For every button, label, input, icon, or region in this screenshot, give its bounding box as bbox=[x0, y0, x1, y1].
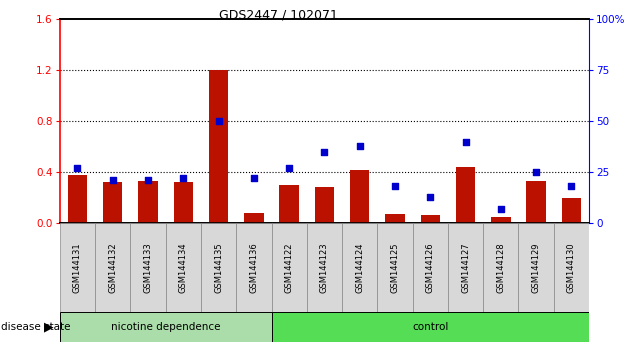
Bar bbox=[377, 223, 413, 312]
Text: GSM144136: GSM144136 bbox=[249, 242, 258, 293]
Point bbox=[390, 184, 400, 189]
Text: GSM144124: GSM144124 bbox=[355, 242, 364, 292]
Text: GSM144127: GSM144127 bbox=[461, 242, 470, 293]
Point bbox=[531, 169, 541, 175]
Bar bbox=[386, 214, 404, 223]
Bar bbox=[174, 182, 193, 223]
Text: GSM144126: GSM144126 bbox=[426, 242, 435, 293]
Point bbox=[355, 143, 365, 149]
Bar bbox=[280, 185, 299, 223]
Bar bbox=[350, 170, 369, 223]
Text: nicotine dependence: nicotine dependence bbox=[111, 321, 220, 332]
Bar bbox=[448, 223, 483, 312]
Text: GSM144134: GSM144134 bbox=[179, 242, 188, 293]
Text: GSM144128: GSM144128 bbox=[496, 242, 505, 293]
Bar bbox=[272, 312, 589, 342]
Bar bbox=[139, 181, 158, 223]
Bar bbox=[491, 217, 510, 223]
Text: GSM144135: GSM144135 bbox=[214, 242, 223, 293]
Point bbox=[249, 176, 259, 181]
Bar bbox=[307, 223, 342, 312]
Text: disease state: disease state bbox=[1, 321, 71, 332]
Point bbox=[319, 149, 329, 155]
Point bbox=[214, 118, 224, 124]
Point bbox=[108, 177, 118, 183]
Bar bbox=[342, 223, 377, 312]
Text: GSM144123: GSM144123 bbox=[320, 242, 329, 293]
Bar bbox=[518, 223, 554, 312]
Text: GSM144125: GSM144125 bbox=[391, 242, 399, 292]
Bar bbox=[201, 223, 236, 312]
Point bbox=[143, 177, 153, 183]
Bar bbox=[483, 223, 518, 312]
Point bbox=[566, 184, 576, 189]
Bar bbox=[166, 223, 201, 312]
Text: GDS2447 / 102071: GDS2447 / 102071 bbox=[219, 9, 338, 22]
Bar bbox=[103, 182, 122, 223]
Bar bbox=[315, 187, 334, 223]
Text: ▶: ▶ bbox=[44, 320, 54, 333]
Bar bbox=[421, 215, 440, 223]
Bar bbox=[527, 181, 546, 223]
Bar bbox=[272, 223, 307, 312]
Bar bbox=[209, 70, 228, 223]
Point bbox=[72, 165, 83, 171]
Bar bbox=[554, 223, 589, 312]
Text: GSM144130: GSM144130 bbox=[567, 242, 576, 293]
Point bbox=[178, 176, 188, 181]
Bar bbox=[60, 223, 95, 312]
Bar bbox=[60, 312, 272, 342]
Bar bbox=[413, 223, 448, 312]
Text: GSM144129: GSM144129 bbox=[532, 242, 541, 292]
Text: GSM144132: GSM144132 bbox=[108, 242, 117, 293]
Bar bbox=[95, 223, 130, 312]
Point bbox=[461, 139, 471, 144]
Point bbox=[284, 165, 294, 171]
Bar bbox=[562, 198, 581, 223]
Point bbox=[425, 194, 435, 199]
Bar bbox=[244, 213, 263, 223]
Text: GSM144131: GSM144131 bbox=[73, 242, 82, 293]
Bar bbox=[236, 223, 272, 312]
Bar bbox=[68, 175, 87, 223]
Text: GSM144133: GSM144133 bbox=[144, 242, 152, 293]
Bar bbox=[130, 223, 166, 312]
Text: control: control bbox=[412, 321, 449, 332]
Bar bbox=[456, 167, 475, 223]
Point bbox=[496, 206, 506, 212]
Text: GSM144122: GSM144122 bbox=[285, 242, 294, 292]
